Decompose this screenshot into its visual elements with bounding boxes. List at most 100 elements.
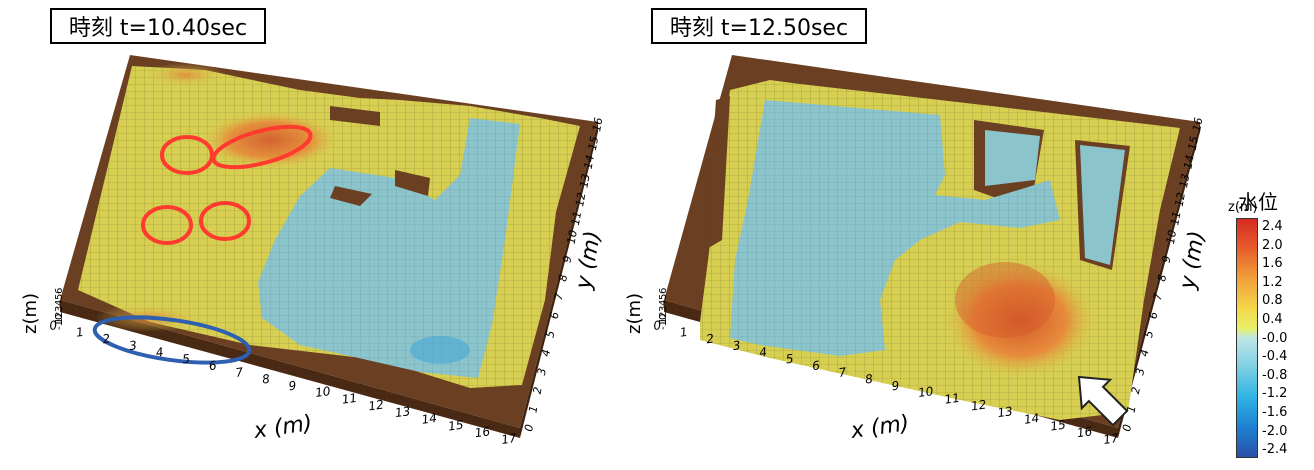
x-tick-label: 12 xyxy=(368,397,385,413)
z-tick-label: 4 xyxy=(658,300,669,306)
z-tick-label: -10 xyxy=(658,314,669,330)
y-tick-label: 7 xyxy=(1151,292,1165,301)
x-tick-label: 14 xyxy=(421,411,438,427)
x-tick-label: 17 xyxy=(1102,431,1119,447)
x-tick-label: 12 xyxy=(970,397,987,413)
legend-tick-label: 2.0 xyxy=(1262,237,1283,253)
y-tick-label: 11 xyxy=(1168,210,1183,226)
y-tick-label: 5 xyxy=(1142,330,1156,339)
x-tick-label: 9 xyxy=(891,378,901,393)
highlight-blue-1 xyxy=(92,315,252,365)
z-tick-label: -10 xyxy=(54,314,65,330)
y-tick-label: 5 xyxy=(543,330,557,339)
z-tick-label: 5 xyxy=(658,294,669,300)
y-tick-label: 16 xyxy=(1190,116,1205,132)
x-tick-label: 16 xyxy=(474,424,491,440)
legend-tick-label: -2.0 xyxy=(1262,423,1288,439)
legend-title: 水位 xyxy=(1238,190,1278,214)
x-tick-label: 4 xyxy=(758,345,768,360)
panel-left xyxy=(60,55,598,438)
x-tick-label: 11 xyxy=(341,391,358,407)
x-tick-label: 13 xyxy=(394,404,411,420)
x-tick-label: 14 xyxy=(1023,411,1040,427)
highlight-red-3 xyxy=(141,205,193,245)
legend-colorbar xyxy=(1236,218,1258,458)
y-tick-label: 13 xyxy=(1177,173,1192,189)
x-axis-label: x (m) xyxy=(251,411,314,444)
x-tick-label: 0 xyxy=(48,318,58,333)
y-tick-label: 2 xyxy=(531,386,545,395)
x-tick-label: 7 xyxy=(235,365,245,380)
y-tick-label: 9 xyxy=(560,255,574,264)
y-axis-label: y (m) xyxy=(1175,229,1210,292)
z-tick-label: 3 xyxy=(658,306,669,312)
base-side-left xyxy=(520,122,598,438)
z-axis-label: z(m) xyxy=(624,293,645,334)
y-tick-label: 11 xyxy=(569,210,584,226)
y-tick-label: 2 xyxy=(1129,386,1143,395)
x-tick-label: 6 xyxy=(208,358,218,373)
x-tick-labels: 0 1 2 3 4 5 6 7 8 9 10 11 12 13 14 15 16 17 xyxy=(48,318,517,447)
z-tick-label: 4 xyxy=(54,300,65,306)
x-tick-label: 11 xyxy=(944,391,961,407)
y-tick-label: 0 xyxy=(1120,423,1134,432)
legend-tick-label: -0.0 xyxy=(1262,330,1288,346)
y-tick-label: 12 xyxy=(1173,191,1188,207)
panel-title: 時刻 t=10.40sec xyxy=(50,8,266,44)
x-tick-label: 15 xyxy=(447,418,464,434)
x-tick-label: 2 xyxy=(102,331,112,346)
legend-tick-label: -1.2 xyxy=(1262,386,1288,402)
y-tick-label: 14 xyxy=(582,154,597,170)
x-tick-label: 0 xyxy=(652,318,662,333)
legend-tick-label: -0.8 xyxy=(1262,367,1288,383)
water-blue-right-2 xyxy=(985,130,1040,186)
y-tick-label: 1 xyxy=(1125,405,1139,414)
z-tick-label: 5 xyxy=(54,294,65,300)
y-tick-label: 13 xyxy=(577,173,592,189)
z-tick-label: 3 xyxy=(54,306,65,312)
x-tick-labels: 0 1 2 3 4 5 6 7 8 9 10 11 12 13 14 15 16 17 xyxy=(652,318,1119,447)
legend-tick-label: 0.8 xyxy=(1262,293,1283,309)
highlight-red-1 xyxy=(160,135,214,175)
legend-tick-label: 0.4 xyxy=(1262,312,1283,327)
z-axis-label: z(m) xyxy=(20,293,41,334)
x-tick-label: 8 xyxy=(261,372,271,387)
legend-tick-label: 1.2 xyxy=(1262,274,1283,290)
x-tick-label: 13 xyxy=(997,404,1014,420)
z-tick-label: 2 xyxy=(54,312,65,318)
x-tick-label: 6 xyxy=(811,358,821,373)
x-tick-label: 8 xyxy=(864,372,874,387)
base-front-left-bricks xyxy=(60,300,520,438)
x-tick-label: 5 xyxy=(785,352,795,367)
y-tick-label: 0 xyxy=(522,423,536,432)
x-tick-label: 5 xyxy=(181,352,191,367)
legend-unit: z(m) xyxy=(1228,200,1258,215)
highlight-red-4 xyxy=(199,201,251,241)
z-tick-label: 6 xyxy=(658,288,669,294)
x-tick-label: 9 xyxy=(288,378,298,393)
water-blue-right-3 xyxy=(1080,145,1125,265)
x-tick-label: 16 xyxy=(1076,424,1093,440)
z-tick-label: 1 xyxy=(658,318,669,324)
y-tick-label: 15 xyxy=(586,135,601,151)
x-tick-label: 10 xyxy=(314,384,331,400)
panel-title: 時刻 t=12.50sec xyxy=(651,8,867,44)
legend-tick-label: 1.6 xyxy=(1262,256,1283,272)
x-tick-label: 4 xyxy=(155,345,165,360)
y-tick-label: 4 xyxy=(539,348,553,357)
y-tick-label: 9 xyxy=(1160,255,1174,264)
base-side-right xyxy=(1118,122,1200,438)
x-tick-label: 3 xyxy=(732,338,742,353)
x-tick-label: 15 xyxy=(1050,418,1067,434)
legend-tick-label: -2.4 xyxy=(1262,442,1288,458)
y-tick-label: 16 xyxy=(590,116,605,132)
panel-right xyxy=(664,55,1200,438)
y-tick-label: 4 xyxy=(1138,348,1152,357)
x-tick-label: 17 xyxy=(500,431,517,447)
x-tick-label: 10 xyxy=(917,384,934,400)
y-tick-label: 10 xyxy=(565,229,580,245)
y-tick-label: 12 xyxy=(573,191,588,207)
